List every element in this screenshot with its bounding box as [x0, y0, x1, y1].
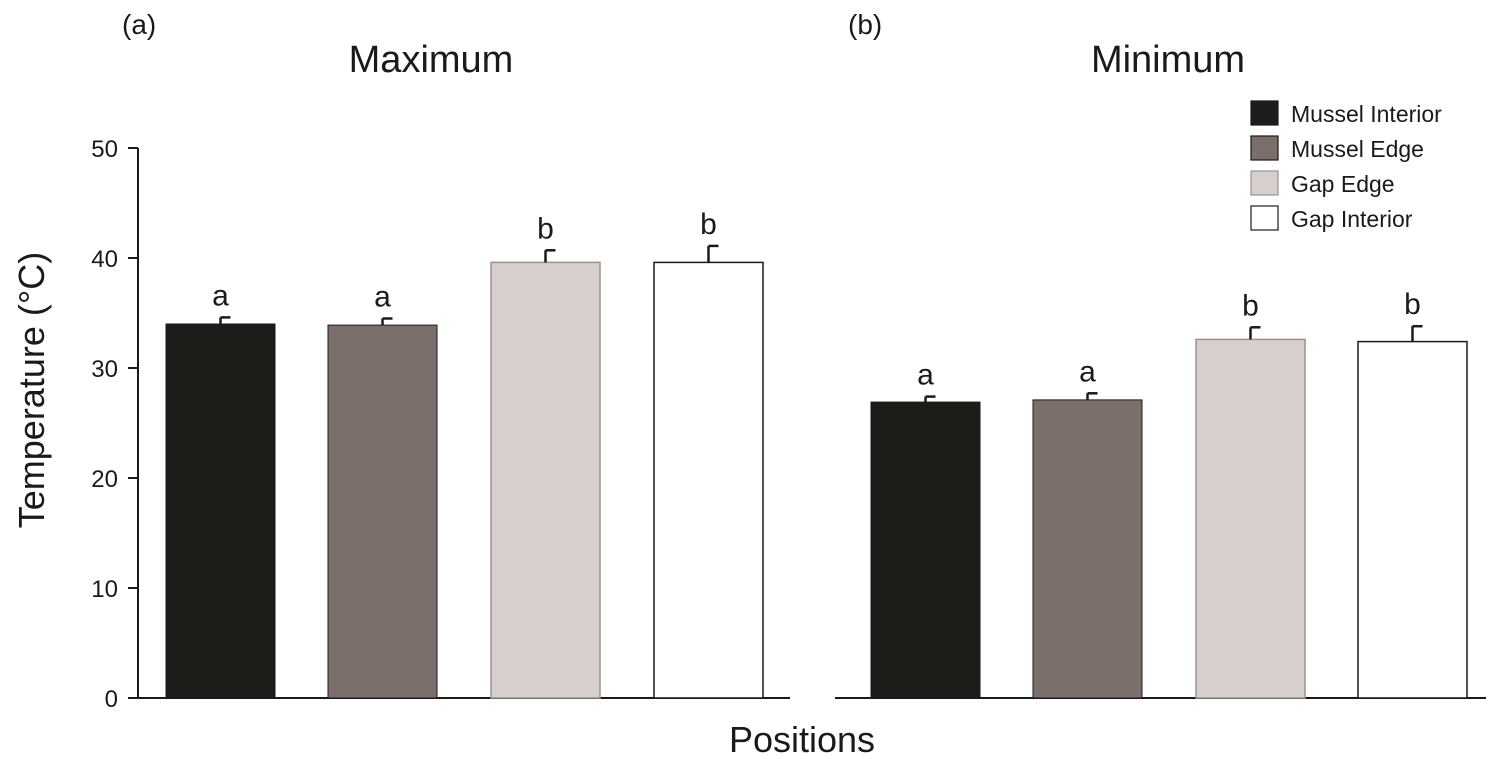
y-tick-label: 0: [105, 686, 118, 713]
significance-label: b: [1242, 289, 1259, 322]
panel-maximum: (a) Maximum 0 10 20 30 40 50 a a b b: [91, 9, 790, 713]
significance-label: a: [374, 281, 391, 314]
significance-label: b: [700, 208, 717, 241]
bar: [653, 261, 764, 699]
bar: [1357, 340, 1468, 699]
panel-label-a: (a): [122, 9, 156, 40]
bar: [1195, 338, 1306, 699]
legend-label: Mussel Edge: [1291, 136, 1424, 162]
significance-label: a: [1079, 355, 1096, 388]
legend-swatch: [1250, 135, 1279, 161]
panel-label-b: (b): [848, 9, 882, 40]
y-tick-label: 20: [91, 466, 118, 493]
legend-label: Gap Interior: [1291, 206, 1413, 232]
significance-label: b: [1404, 288, 1421, 321]
y-tick-label: 30: [91, 356, 118, 383]
bar: [327, 324, 438, 699]
y-tick-label: 10: [91, 576, 118, 603]
y-ticks: 0 10 20 30 40 50: [91, 136, 138, 713]
x-axis-label: Positions: [729, 719, 875, 759]
legend-swatch: [1250, 170, 1279, 196]
panel-title-maximum: Maximum: [349, 39, 514, 81]
panel-minimum: (b) Minimum a a b b: [835, 9, 1486, 699]
legend-label: Gap Edge: [1291, 171, 1395, 197]
bar: [1032, 399, 1143, 699]
significance-label: b: [537, 212, 554, 245]
bars-maximum: a a b b: [165, 208, 764, 699]
y-axis-label: Temperature (°C): [11, 252, 52, 528]
bar: [490, 261, 601, 699]
significance-label: a: [917, 359, 934, 392]
bar: [870, 401, 981, 699]
bar: [165, 323, 276, 699]
legend-label: Mussel Interior: [1291, 101, 1442, 127]
panel-title-minimum: Minimum: [1091, 39, 1245, 81]
legend-swatch: [1250, 100, 1279, 126]
y-tick-label: 50: [91, 136, 118, 163]
y-tick-label: 40: [91, 246, 118, 273]
legend: Mussel Interior Mussel Edge Gap Edge Gap In…: [1250, 100, 1442, 232]
significance-label: a: [212, 279, 229, 312]
legend-swatch: [1250, 205, 1279, 231]
bars-minimum: a a b b: [870, 288, 1468, 699]
